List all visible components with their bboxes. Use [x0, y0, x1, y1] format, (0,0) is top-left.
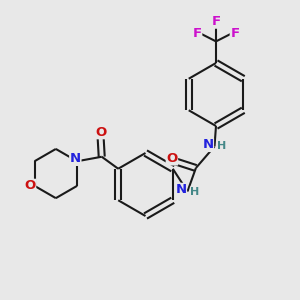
Text: O: O: [95, 126, 106, 139]
Text: F: F: [193, 26, 202, 40]
Text: H: H: [218, 141, 226, 151]
Text: F: F: [230, 26, 239, 40]
Text: N: N: [70, 152, 81, 165]
Text: N: N: [202, 138, 214, 152]
Text: N: N: [175, 183, 187, 196]
Text: O: O: [166, 152, 178, 165]
Text: O: O: [24, 179, 36, 192]
Text: F: F: [212, 15, 220, 28]
Text: H: H: [190, 187, 200, 197]
